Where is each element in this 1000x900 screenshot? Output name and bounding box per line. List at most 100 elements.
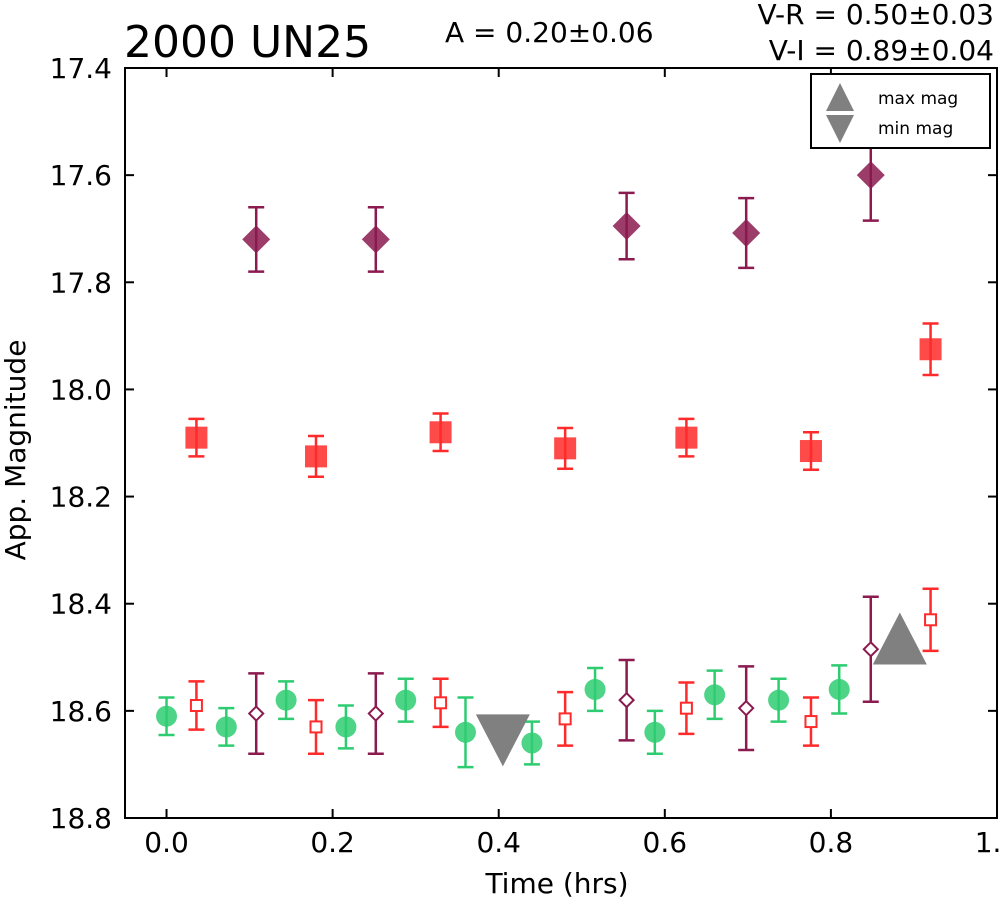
marker: [189, 699, 203, 712]
chart-title: 2000 UN25: [124, 17, 371, 68]
data-point-filled-square: [919, 322, 942, 377]
marker: [395, 689, 417, 711]
x-tick-label: 0.6: [643, 826, 688, 859]
marker: [704, 684, 726, 706]
marker: [247, 705, 265, 722]
data-point-filled-circle: [335, 704, 357, 750]
marker: [185, 426, 208, 449]
legend-marker: [826, 83, 854, 111]
legend-label: max mag: [878, 89, 958, 109]
marker: [521, 732, 543, 754]
data-point-open-square: [188, 680, 205, 731]
data-point-filled-diamond: [732, 196, 761, 270]
data-point-filled-circle: [584, 666, 606, 713]
data-point-open-square: [308, 698, 325, 755]
data-point-filled-square: [305, 434, 328, 478]
y-tick-label: 18.0: [50, 373, 112, 406]
data-point-filled-square: [185, 417, 208, 458]
x-tick-label: 0.4: [476, 826, 521, 859]
x-tick-label: 0.0: [144, 826, 189, 859]
max-mag-marker: [872, 612, 927, 665]
min-mag-marker: [475, 714, 530, 767]
v-i-annotation: V-I = 0.89±0.04: [769, 34, 994, 67]
y-tick-label: 18.8: [50, 802, 112, 835]
marker: [242, 225, 271, 254]
marker: [679, 701, 693, 715]
x-tick-labels: 0.0 0.2 0.4 0.6 0.8 1.0: [144, 826, 1000, 859]
x-tick-label: 1.0: [975, 826, 1000, 859]
marker: [429, 421, 452, 444]
data-point-filled-circle: [454, 696, 476, 769]
marker: [367, 705, 385, 722]
x-axis-label: Time (hrs): [484, 867, 628, 900]
data-point-open-square: [557, 690, 574, 747]
data-point-filled-diamond: [242, 206, 271, 273]
marker: [737, 699, 755, 717]
legend: max mag min mag: [810, 73, 991, 149]
extrema-markers: [475, 612, 927, 767]
y-tick-label: 17.8: [50, 266, 112, 299]
marker: [675, 426, 698, 449]
data-point-open-square: [922, 587, 939, 653]
marker: [919, 338, 942, 361]
marker: [768, 689, 790, 711]
marker: [799, 440, 822, 463]
data-point-filled-circle: [275, 680, 297, 721]
data-point-filled-circle: [395, 677, 417, 723]
marker: [828, 678, 850, 700]
marker: [554, 437, 577, 460]
data-point-filled-circle: [215, 706, 237, 747]
data-point-open-diamond: [618, 658, 636, 742]
marker: [361, 225, 390, 254]
y-axis-label: App. Magnitude: [0, 340, 32, 561]
x-tick-label: 0.8: [809, 826, 854, 859]
marker: [454, 721, 476, 743]
plot-frame: [124, 67, 998, 819]
marker: [215, 716, 237, 738]
data-point-filled-square: [799, 431, 822, 472]
marker: [618, 691, 636, 709]
marker: [335, 716, 357, 738]
data-point-filled-circle: [828, 664, 850, 715]
marker: [305, 445, 328, 468]
data-point-filled-diamond: [612, 191, 641, 261]
marker: [644, 721, 666, 743]
data-point-filled-square: [429, 412, 452, 453]
legend-marker: [826, 115, 854, 143]
data-point-open-diamond: [367, 672, 385, 755]
marker: [804, 715, 818, 729]
data-point-filled-circle: [156, 696, 178, 737]
data-point-filled-circle: [644, 709, 666, 755]
x-tick-label: 0.2: [310, 826, 355, 859]
marker: [612, 212, 641, 241]
data-point-open-diamond: [247, 672, 265, 755]
marker: [434, 696, 448, 710]
y-tick-label: 18.6: [50, 695, 112, 728]
y-tick-labels: 17.4 17.6 17.8 18.0 18.2 18.4 18.6 18.8: [50, 52, 112, 835]
v-r-annotation: V-R = 0.50±0.03: [758, 0, 994, 31]
marker: [156, 705, 178, 727]
data-point-open-square: [432, 677, 449, 729]
data-point-filled-diamond: [361, 206, 390, 273]
data-point-open-square: [678, 681, 695, 736]
amplitude-annotation: A = 0.20±0.06: [445, 16, 654, 49]
marker: [732, 219, 761, 247]
marker: [584, 678, 606, 700]
data-point-filled-square: [554, 426, 577, 470]
legend-label: min mag: [878, 119, 953, 139]
marker: [309, 720, 323, 734]
data-marks: [156, 128, 942, 769]
marker: [924, 613, 938, 627]
marker: [558, 712, 572, 726]
y-tick-label: 17.4: [50, 52, 112, 85]
data-point-open-diamond: [737, 665, 755, 752]
marker: [862, 640, 880, 658]
y-tick-label: 18.2: [50, 481, 112, 514]
y-tick-label: 17.6: [50, 159, 112, 192]
marker: [856, 161, 885, 190]
data-point-filled-circle: [704, 669, 726, 721]
data-point-open-square: [802, 696, 819, 747]
data-point-filled-circle: [521, 720, 543, 766]
y-tick-label: 18.4: [50, 588, 112, 621]
